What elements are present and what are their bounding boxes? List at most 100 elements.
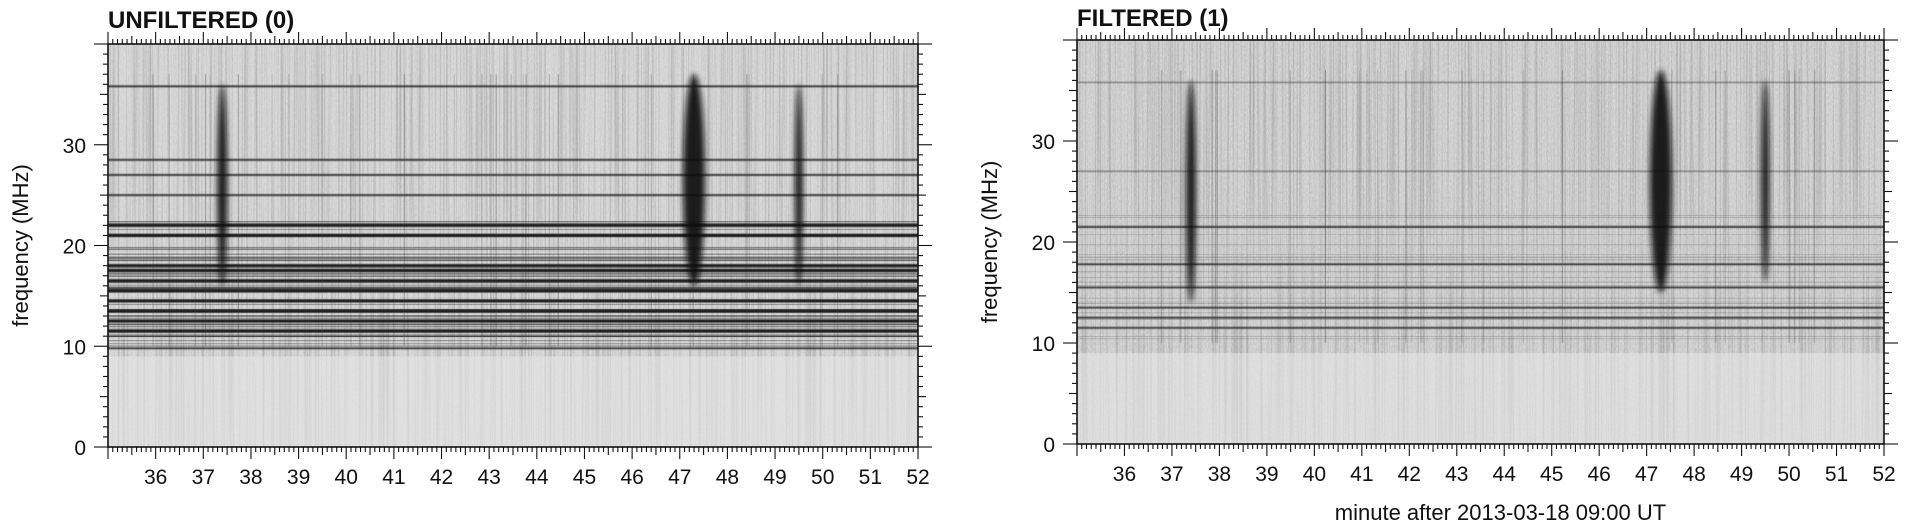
plot-area <box>1077 40 1884 444</box>
interference-line <box>108 335 918 337</box>
vertical-streak <box>271 74 273 347</box>
interference-band <box>108 264 918 268</box>
x-tick-label: 46 <box>1587 463 1610 486</box>
vertical-streak <box>453 74 455 347</box>
vertical-streak <box>1405 70 1407 344</box>
interference-line <box>1077 259 1884 261</box>
axis-ticks <box>1063 28 1898 456</box>
x-tick-label: 46 <box>620 466 643 489</box>
interference-line <box>108 311 918 313</box>
panel-unfiltered: UNFILTERED (0) 36 37 38 39 40 41 42 43 44 45 46 47 4… <box>8 7 932 489</box>
interference-line <box>108 340 918 342</box>
x-tick-label: 41 <box>1350 463 1373 486</box>
vertical-streak <box>522 74 524 347</box>
interference-line <box>108 235 918 238</box>
vertical-streak <box>1724 70 1726 344</box>
y-axis-label: frequency (MHz) <box>977 161 1002 324</box>
interference-line <box>108 284 918 286</box>
vertical-streak <box>548 74 550 347</box>
vertical-streak <box>557 74 559 347</box>
interference-line <box>1077 217 1884 218</box>
x-tick-label: 45 <box>1540 463 1563 486</box>
interference-line <box>108 335 918 338</box>
vertical-streak <box>1798 70 1800 344</box>
vertical-streak <box>350 74 352 347</box>
interference-line <box>108 316 918 318</box>
interference-line <box>108 280 918 283</box>
vertical-streak <box>194 74 197 347</box>
x-tick-label: 41 <box>382 466 405 489</box>
interference-line <box>108 323 918 325</box>
vertical-streak <box>821 74 823 347</box>
vertical-streak <box>359 74 361 347</box>
interference-line <box>108 291 918 293</box>
vertical-streak <box>1422 70 1424 344</box>
vertical-streak <box>1160 70 1163 344</box>
interference-band <box>1077 81 1884 84</box>
interference-band <box>108 289 918 293</box>
vertical-streak <box>1411 70 1413 344</box>
interference-line <box>108 274 918 276</box>
x-tick-label: 48 <box>716 466 739 489</box>
interference-line <box>1077 271 1884 273</box>
x-tick-label: 44 <box>1493 463 1517 486</box>
interference-band <box>108 279 918 283</box>
interference-line <box>108 272 918 275</box>
x-tick-label: 50 <box>811 466 834 489</box>
interference-line <box>1077 312 1884 314</box>
y-tick-label: 10 <box>63 336 86 359</box>
y-tick-labels: 0 10 20 30 <box>63 135 86 460</box>
vertical-streak <box>650 74 652 347</box>
vertical-streak <box>525 74 527 347</box>
interference-band <box>108 158 918 161</box>
x-tick-label: 49 <box>763 466 786 489</box>
x-tick-label: 39 <box>287 466 310 489</box>
interference-bands <box>108 74 918 350</box>
panel-title: FILTERED (1) <box>1077 5 1229 32</box>
interference-line <box>108 224 918 227</box>
radio-bursts <box>217 74 803 286</box>
x-tick-label: 36 <box>144 466 167 489</box>
interference-line <box>108 329 918 332</box>
vertical-streak <box>237 74 240 347</box>
panel-filtered: FILTERED (1) 36 37 38 39 40 41 42 43 44 45 46 47 48 4… <box>977 5 1898 525</box>
vertical-streak <box>837 74 839 347</box>
interference-line <box>1077 285 1884 286</box>
interference-line <box>108 288 918 290</box>
x-tick-label: 48 <box>1682 463 1705 486</box>
interference-line <box>108 331 918 333</box>
interference-line <box>1077 338 1884 340</box>
y-tick-label: 10 <box>1032 333 1055 356</box>
vertical-streak <box>746 74 748 347</box>
x-tick-label: 51 <box>859 466 882 489</box>
interference-line <box>1077 233 1884 235</box>
y-tick-label: 20 <box>63 236 86 259</box>
x-tick-label: 43 <box>1445 463 1468 486</box>
vertical-streak <box>748 74 750 347</box>
vertical-streak <box>1813 70 1816 344</box>
interference-line <box>108 288 918 291</box>
interference-line <box>1077 336 1884 338</box>
vertical-streak <box>1461 70 1463 344</box>
interference-band <box>108 85 918 88</box>
interference-line <box>1077 297 1884 299</box>
interference-line <box>108 221 918 223</box>
interference-line <box>1077 277 1884 278</box>
x-tick-label: 42 <box>430 466 453 489</box>
interference-band <box>108 233 918 238</box>
radio-bursts <box>1185 70 1770 303</box>
interference-line <box>108 267 918 269</box>
interference-line <box>108 287 918 289</box>
y-tick-label: 30 <box>1032 131 1055 154</box>
vertical-streak <box>1794 70 1796 344</box>
vertical-streak <box>1289 70 1291 344</box>
interference-line <box>108 287 918 290</box>
radio-burst <box>794 84 803 286</box>
y-tick-label: 20 <box>1032 232 1055 255</box>
vertical-streak <box>1358 70 1360 344</box>
x-tick-label: 49 <box>1730 463 1753 486</box>
interference-line <box>108 303 918 306</box>
interference-line <box>108 286 918 288</box>
vertical-streak <box>1324 70 1327 344</box>
interference-line <box>108 324 918 326</box>
